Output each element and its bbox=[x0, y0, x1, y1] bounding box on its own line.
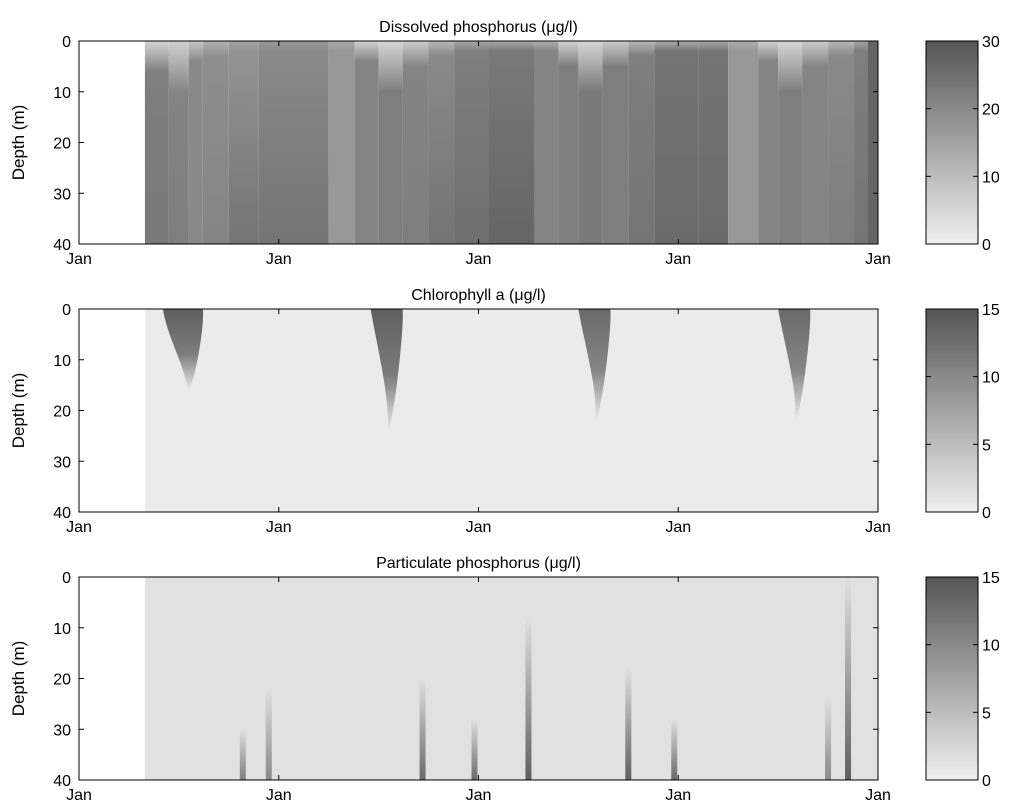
y-tick-label: 40 bbox=[53, 505, 71, 522]
y-tick-label: 0 bbox=[62, 570, 71, 587]
y-tick-label: 40 bbox=[53, 237, 71, 254]
panel-2: Chlorophyll a (μg/l)Depth (m)010203040Ja… bbox=[9, 287, 1000, 536]
y-tick-label: 20 bbox=[53, 404, 71, 421]
streak bbox=[471, 719, 478, 780]
x-tick-label: Jan bbox=[665, 251, 691, 268]
x-tick-label: Jan bbox=[66, 787, 92, 804]
y-tick-label: 20 bbox=[53, 136, 71, 153]
panel-title: Particulate phosphorus (μg/l) bbox=[376, 555, 581, 572]
y-axis-label: Depth (m) bbox=[9, 641, 28, 717]
heatmap-column bbox=[488, 41, 535, 244]
colorbar-tick-label: 30 bbox=[982, 34, 1000, 51]
heatmap-column bbox=[698, 41, 729, 244]
heatmap-column bbox=[258, 41, 329, 244]
colorbar-tick-label: 10 bbox=[982, 169, 1000, 186]
x-tick-label: Jan bbox=[66, 519, 92, 536]
heatmap-column bbox=[144, 41, 169, 244]
colorbar-tick-label: 5 bbox=[982, 705, 991, 722]
panel-title: Chlorophyll a (μg/l) bbox=[411, 287, 546, 304]
x-tick-label: Jan bbox=[865, 787, 891, 804]
x-tick-label: Jan bbox=[865, 519, 891, 536]
heatmap-column bbox=[188, 41, 203, 244]
y-axis-label: Depth (m) bbox=[9, 373, 28, 449]
x-tick-label: Jan bbox=[66, 251, 92, 268]
heatmap-column bbox=[378, 41, 403, 244]
streak bbox=[625, 668, 632, 780]
x-tick-label: Jan bbox=[266, 787, 292, 804]
heatmap-background bbox=[144, 577, 878, 780]
y-tick-label: 40 bbox=[53, 773, 71, 790]
bloom bbox=[778, 309, 811, 421]
heatmap-column bbox=[828, 41, 855, 244]
y-tick-label: 10 bbox=[53, 621, 71, 638]
heatmap-column bbox=[578, 41, 603, 244]
x-tick-label: Jan bbox=[466, 519, 492, 536]
heatmap-column bbox=[202, 41, 229, 244]
colorbar-tick-label: 10 bbox=[982, 638, 1000, 655]
colorbar-tick-label: 20 bbox=[982, 102, 1000, 119]
y-tick-label: 10 bbox=[53, 85, 71, 102]
heatmap-column bbox=[402, 41, 429, 244]
heatmap-column bbox=[802, 41, 829, 244]
streak bbox=[825, 698, 832, 780]
y-tick-label: 10 bbox=[53, 353, 71, 370]
heatmap-column bbox=[758, 41, 779, 244]
heatmap-column bbox=[778, 41, 803, 244]
streak bbox=[265, 688, 272, 780]
streak bbox=[419, 678, 426, 780]
x-tick-label: Jan bbox=[665, 519, 691, 536]
colorbar bbox=[925, 308, 979, 513]
heatmap-column bbox=[558, 41, 579, 244]
streak bbox=[671, 719, 678, 780]
heatmap-column bbox=[428, 41, 455, 244]
heatmap-column bbox=[454, 41, 489, 244]
y-axis-label: Depth (m) bbox=[9, 105, 28, 181]
y-tick-label: 20 bbox=[53, 672, 71, 689]
heatmap-column bbox=[354, 41, 379, 244]
heatmap bbox=[144, 577, 878, 780]
panel-title: Dissolved phosphorus (μg/l) bbox=[379, 19, 578, 36]
colorbar bbox=[925, 40, 979, 245]
y-tick-label: 30 bbox=[53, 186, 71, 203]
heatmap-column bbox=[602, 41, 629, 244]
heatmap bbox=[144, 309, 878, 512]
y-tick-label: 0 bbox=[62, 302, 71, 319]
heatmap-column bbox=[168, 41, 189, 244]
colorbar-tick-label: 0 bbox=[982, 505, 991, 522]
y-tick-label: 0 bbox=[62, 34, 71, 51]
colorbar bbox=[925, 576, 979, 781]
x-tick-label: Jan bbox=[266, 251, 292, 268]
heatmap-column bbox=[854, 41, 869, 244]
colorbar-tick-label: 15 bbox=[982, 302, 1000, 319]
panel-1: Dissolved phosphorus (μg/l) Depth (m) 0 10 2… bbox=[9, 19, 1000, 268]
colorbar-tick-label: 0 bbox=[982, 237, 991, 254]
x-tick-label: Jan bbox=[665, 787, 691, 804]
panel-3: Particulate phosphorus (μg/l) Depth (m) 0 1… bbox=[9, 555, 1000, 804]
heatmap-column bbox=[534, 41, 559, 244]
x-tick-label: Jan bbox=[466, 787, 492, 804]
bloom bbox=[578, 309, 611, 421]
colorbar-tick-label: 15 bbox=[982, 570, 1000, 587]
heatmap-column bbox=[328, 41, 355, 244]
x-tick-label: Jan bbox=[466, 251, 492, 268]
colorbar-tick-label: 10 bbox=[982, 370, 1000, 387]
streak bbox=[845, 577, 852, 780]
streak bbox=[525, 617, 532, 780]
heatmap bbox=[144, 41, 878, 244]
heatmap-column bbox=[228, 41, 259, 244]
colorbar-tick-label: 0 bbox=[982, 773, 991, 790]
x-tick-label: Jan bbox=[865, 251, 891, 268]
heatmap-background bbox=[144, 309, 878, 512]
heatmap-column bbox=[728, 41, 759, 244]
bloom bbox=[162, 309, 204, 391]
y-tick-label: 30 bbox=[53, 454, 71, 471]
y-tick-label: 30 bbox=[53, 722, 71, 739]
heatmap-column bbox=[654, 41, 699, 244]
bloom bbox=[370, 309, 403, 431]
heatmap-column bbox=[628, 41, 655, 244]
x-tick-label: Jan bbox=[266, 519, 292, 536]
streak bbox=[239, 729, 246, 780]
colorbar-tick-label: 5 bbox=[982, 437, 991, 454]
